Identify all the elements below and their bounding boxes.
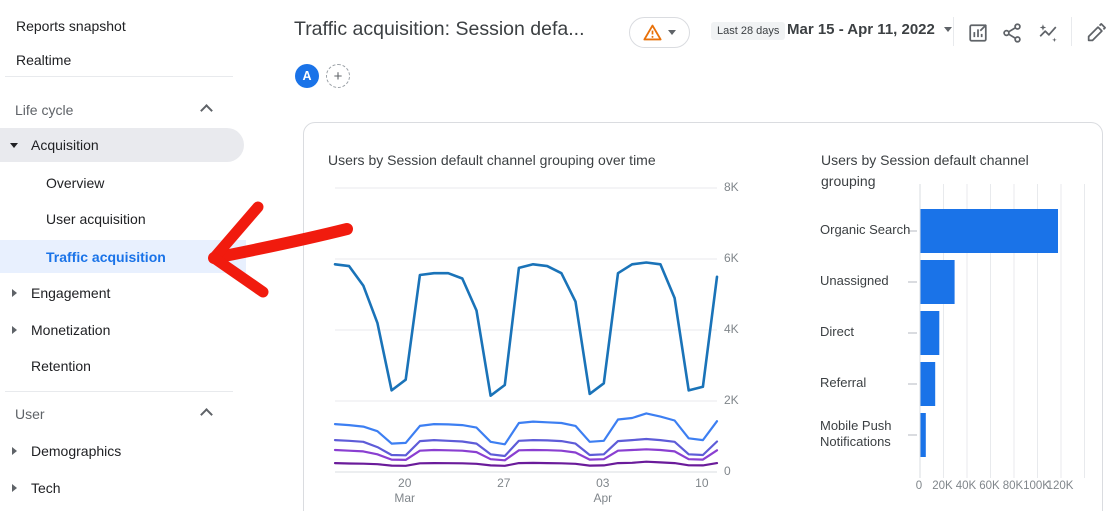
- caret-right-icon[interactable]: [12, 326, 17, 334]
- sidebar-divider: [5, 76, 233, 77]
- bar-mobile-push-notifications: [920, 413, 926, 457]
- toolbar-divider: [953, 17, 954, 46]
- bar-referral: [920, 362, 936, 406]
- sidebar-item-label: Demographics: [31, 443, 122, 459]
- sidebar-item-label: Reports snapshot: [16, 18, 126, 34]
- sidebar-item-user: User: [0, 404, 270, 424]
- bar-direct: [920, 311, 940, 355]
- customize-report-button[interactable]: [966, 21, 990, 45]
- sidebar-section-label: User: [15, 406, 45, 422]
- bar-unassigned: [920, 260, 955, 304]
- sidebar-item-monetization[interactable]: Monetization: [0, 320, 110, 340]
- sidebar-item-engagement[interactable]: Engagement: [0, 283, 110, 303]
- share-report-button[interactable]: [1000, 21, 1024, 45]
- sidebar-item-retention[interactable]: Retention: [0, 356, 91, 376]
- report-warning-dropdown[interactable]: [629, 17, 690, 48]
- page-title: Traffic acquisition: Session defa...: [294, 18, 585, 40]
- bar-chart-title: Users by Session default channel groupin…: [821, 152, 1029, 189]
- warning-triangle-icon: [643, 24, 662, 41]
- share-icon: [1003, 23, 1021, 43]
- sidebar-item-demographics[interactable]: Demographics: [0, 441, 121, 461]
- insights-icon: [1039, 24, 1057, 43]
- line-chart-title: Users by Session default channel groupin…: [328, 152, 656, 168]
- edit-report-button[interactable]: [1084, 21, 1108, 45]
- customize-report-icon: [969, 24, 987, 42]
- sidebar-item-label: Engagement: [31, 285, 111, 301]
- chevron-up-icon[interactable]: [200, 408, 213, 421]
- caret-down-icon[interactable]: [10, 142, 18, 148]
- date-range-selector[interactable]: Mar 15 - Apr 11, 2022: [787, 21, 952, 38]
- date-range-chip: Last 28 days: [711, 22, 786, 40]
- bar-organic-search: [920, 209, 1058, 253]
- sidebar-item-label: Retention: [31, 358, 91, 374]
- sidebar-section-label: Life cycle: [15, 102, 74, 118]
- insights-button[interactable]: [1036, 21, 1060, 45]
- sidebar-item-traffic-acquisition[interactable]: Traffic acquisition: [0, 240, 246, 273]
- sidebar-item-label: Overview: [46, 175, 105, 191]
- edit-icon: [1087, 23, 1106, 42]
- sidebar-divider: [5, 391, 233, 392]
- sidebar-item-label: Acquisition: [31, 137, 99, 153]
- toolbar-divider: [1071, 17, 1072, 46]
- caret-right-icon[interactable]: [12, 447, 17, 455]
- sidebar-item-life-cycle: Life cycle: [0, 100, 270, 120]
- caret-right-icon[interactable]: [12, 484, 17, 492]
- comparison-avatar[interactable]: A: [295, 64, 319, 88]
- sidebar-item-label: Realtime: [16, 52, 72, 68]
- report-nav-sidebar: Reports snapshot Realtime Life cycle Acquis…: [0, 0, 270, 511]
- add-comparison-button[interactable]: +: [326, 64, 350, 88]
- summary-cards-panel: Users by Session default channel groupin…: [303, 122, 1103, 511]
- caret-right-icon[interactable]: [12, 289, 17, 297]
- chevron-up-icon[interactable]: [200, 104, 213, 117]
- sidebar-item-label: Traffic acquisition: [46, 248, 166, 265]
- sidebar-item-tech[interactable]: Tech: [0, 478, 61, 498]
- sidebar-item-realtime[interactable]: Realtime: [0, 50, 71, 70]
- chevron-down-icon: [943, 27, 952, 32]
- sidebar-item-label: Tech: [31, 480, 61, 496]
- sidebar-item-acquisition[interactable]: Acquisition: [0, 128, 244, 162]
- sidebar-item-overview[interactable]: Overview: [0, 173, 104, 193]
- sidebar-item-label: Monetization: [31, 322, 111, 338]
- sidebar-item-reports-snapshot[interactable]: Reports snapshot: [0, 16, 126, 36]
- line-chart: [333, 187, 719, 473]
- sidebar-item-label: User acquisition: [46, 211, 146, 227]
- chevron-down-icon: [668, 30, 676, 35]
- bar-chart: [908, 184, 1085, 478]
- date-range-text: Mar 15 - Apr 11, 2022: [787, 21, 935, 38]
- sidebar-item-user-acquisition[interactable]: User acquisition: [0, 209, 146, 229]
